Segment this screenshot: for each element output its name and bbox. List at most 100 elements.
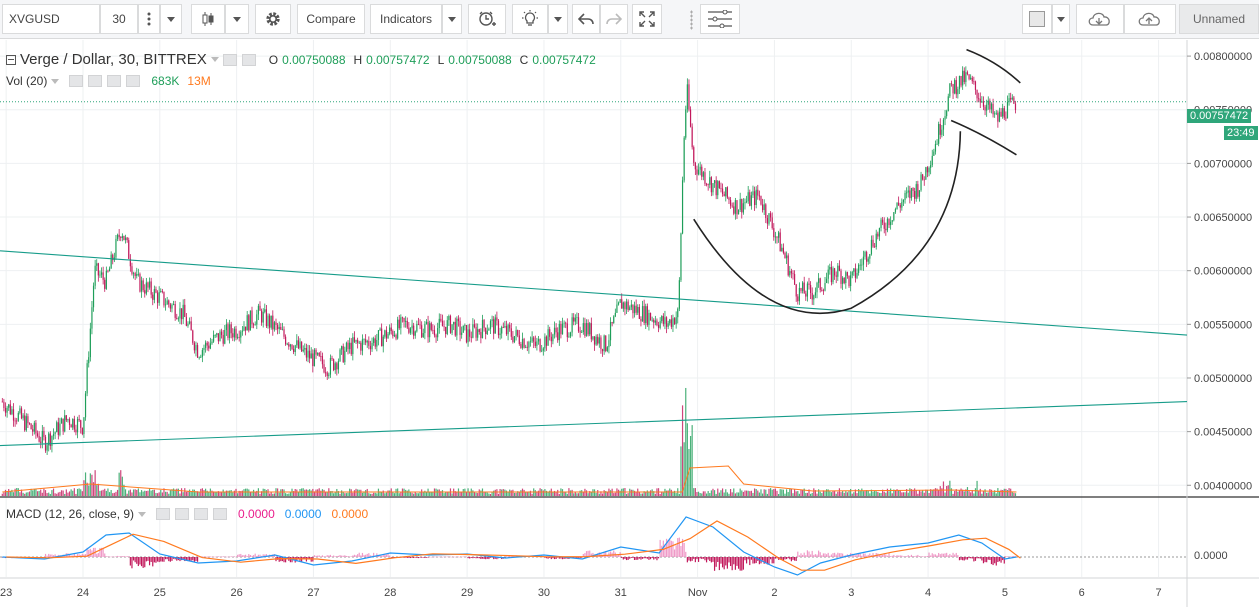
volume-bar — [785, 489, 788, 496]
volume-bar — [88, 485, 90, 496]
volume-bar — [630, 489, 632, 496]
fullscreen-button[interactable] — [632, 4, 662, 34]
symbol-search-input[interactable]: XVGUSD — [2, 4, 100, 34]
macd-histogram-bar — [785, 557, 788, 560]
settings-small-icon[interactable] — [88, 75, 103, 87]
volume-bar — [28, 491, 31, 496]
settings-small-icon[interactable] — [175, 508, 190, 520]
plus-icon[interactable] — [194, 508, 209, 520]
macd-histogram-bar — [152, 557, 154, 567]
candle-body — [267, 315, 269, 327]
candle-body — [62, 418, 64, 432]
interval-dropdown-button[interactable] — [160, 4, 182, 34]
interval-menu-button[interactable] — [138, 4, 160, 34]
volume-bar — [670, 489, 672, 496]
volume-bar — [552, 491, 554, 496]
macd-histogram-bar — [54, 554, 56, 557]
close-icon[interactable] — [126, 75, 141, 87]
plus-icon[interactable] — [107, 75, 122, 87]
chart-settings-button[interactable] — [255, 4, 291, 34]
macd-histogram-bar — [261, 555, 263, 557]
settings-small-icon[interactable] — [241, 53, 256, 66]
candle-body — [427, 321, 429, 338]
undo-button[interactable] — [572, 4, 600, 34]
candle-body — [888, 218, 890, 226]
candle-body — [413, 325, 415, 336]
layout-name-button[interactable]: Unnamed — [1179, 4, 1259, 34]
macd-histogram-bar — [725, 557, 727, 566]
macd-histogram-bar — [818, 550, 820, 557]
chart-style-button[interactable] — [191, 4, 225, 34]
candle-body — [158, 292, 160, 303]
macd-histogram-bar — [387, 553, 389, 557]
candle-body — [25, 416, 27, 431]
candle-body — [766, 218, 768, 224]
theme-button[interactable] — [512, 4, 548, 34]
macd-histogram-bar — [560, 557, 562, 559]
load-cloud-button[interactable] — [1124, 4, 1176, 34]
volume-bar — [936, 488, 938, 496]
volume-bar — [744, 490, 746, 496]
macd-histogram-bar — [1008, 556, 1010, 558]
eye-icon[interactable] — [69, 75, 84, 87]
candle-body — [818, 278, 820, 283]
macd-histogram-bar — [265, 554, 268, 557]
volume-bar — [100, 490, 103, 496]
chevron-down-icon[interactable] — [51, 78, 60, 84]
candle-body — [755, 189, 757, 205]
volume-bar — [104, 488, 106, 496]
candle-body — [816, 282, 818, 293]
macd-histogram-bar — [715, 557, 717, 567]
eye-icon[interactable] — [222, 53, 237, 66]
indicators-dropdown[interactable] — [442, 4, 462, 34]
candle-body — [771, 217, 773, 229]
candle-body — [768, 213, 770, 224]
theme-dropdown[interactable] — [548, 4, 568, 34]
compare-button[interactable]: Compare — [297, 4, 365, 34]
candle-body — [826, 278, 828, 284]
volume-bar — [834, 491, 836, 496]
candle-body — [403, 317, 405, 322]
macd-histogram-bar — [744, 557, 746, 561]
volume-bar — [731, 492, 733, 496]
save-cloud-button[interactable] — [1076, 4, 1124, 34]
volume-bar — [877, 491, 879, 496]
volume-bar — [912, 489, 914, 496]
candle-body — [827, 269, 829, 279]
redo-button[interactable] — [600, 4, 628, 34]
candle-body — [528, 342, 530, 348]
close-icon[interactable] — [213, 508, 228, 520]
alert-button[interactable] — [468, 4, 506, 34]
macd-histogram-bar — [941, 553, 943, 557]
macd-histogram-bar — [52, 555, 55, 557]
macd-histogram-bar — [465, 556, 468, 558]
color-picker-button[interactable] — [1022, 4, 1052, 34]
interval-selector[interactable]: 30 — [100, 4, 138, 34]
x-tick-label: 2 — [771, 587, 777, 599]
price-chart[interactable]: 0.008000000.007500000.007000000.00650000… — [0, 40, 1259, 607]
drawing-list-button[interactable] — [700, 4, 740, 34]
macd-histogram-bar — [675, 545, 677, 557]
color-dropdown[interactable] — [1052, 4, 1070, 34]
collapse-legend-icon[interactable] — [6, 54, 16, 65]
candle-body — [928, 167, 930, 173]
volume-bar — [96, 485, 98, 496]
volume-bar — [339, 493, 341, 496]
volume-bar — [353, 490, 356, 496]
volume-bar — [381, 491, 383, 496]
candle-body — [973, 81, 975, 83]
eye-icon[interactable] — [156, 508, 171, 520]
chevron-down-icon[interactable] — [210, 57, 219, 62]
candle-body — [846, 272, 849, 276]
volume-bar — [549, 490, 551, 496]
indicators-button[interactable]: Indicators — [370, 4, 442, 34]
chart-style-dropdown[interactable] — [225, 4, 249, 34]
chevron-down-icon[interactable] — [138, 511, 147, 517]
volume-bar — [480, 490, 482, 496]
macd-histogram-bar — [832, 553, 834, 557]
volume-bar — [280, 489, 282, 496]
chart-area[interactable]: 0.008000000.007500000.007000000.00650000… — [0, 40, 1259, 607]
macd-histogram-bar — [192, 557, 194, 561]
volume-bar — [232, 492, 234, 496]
macd-histogram-bar — [182, 557, 184, 560]
